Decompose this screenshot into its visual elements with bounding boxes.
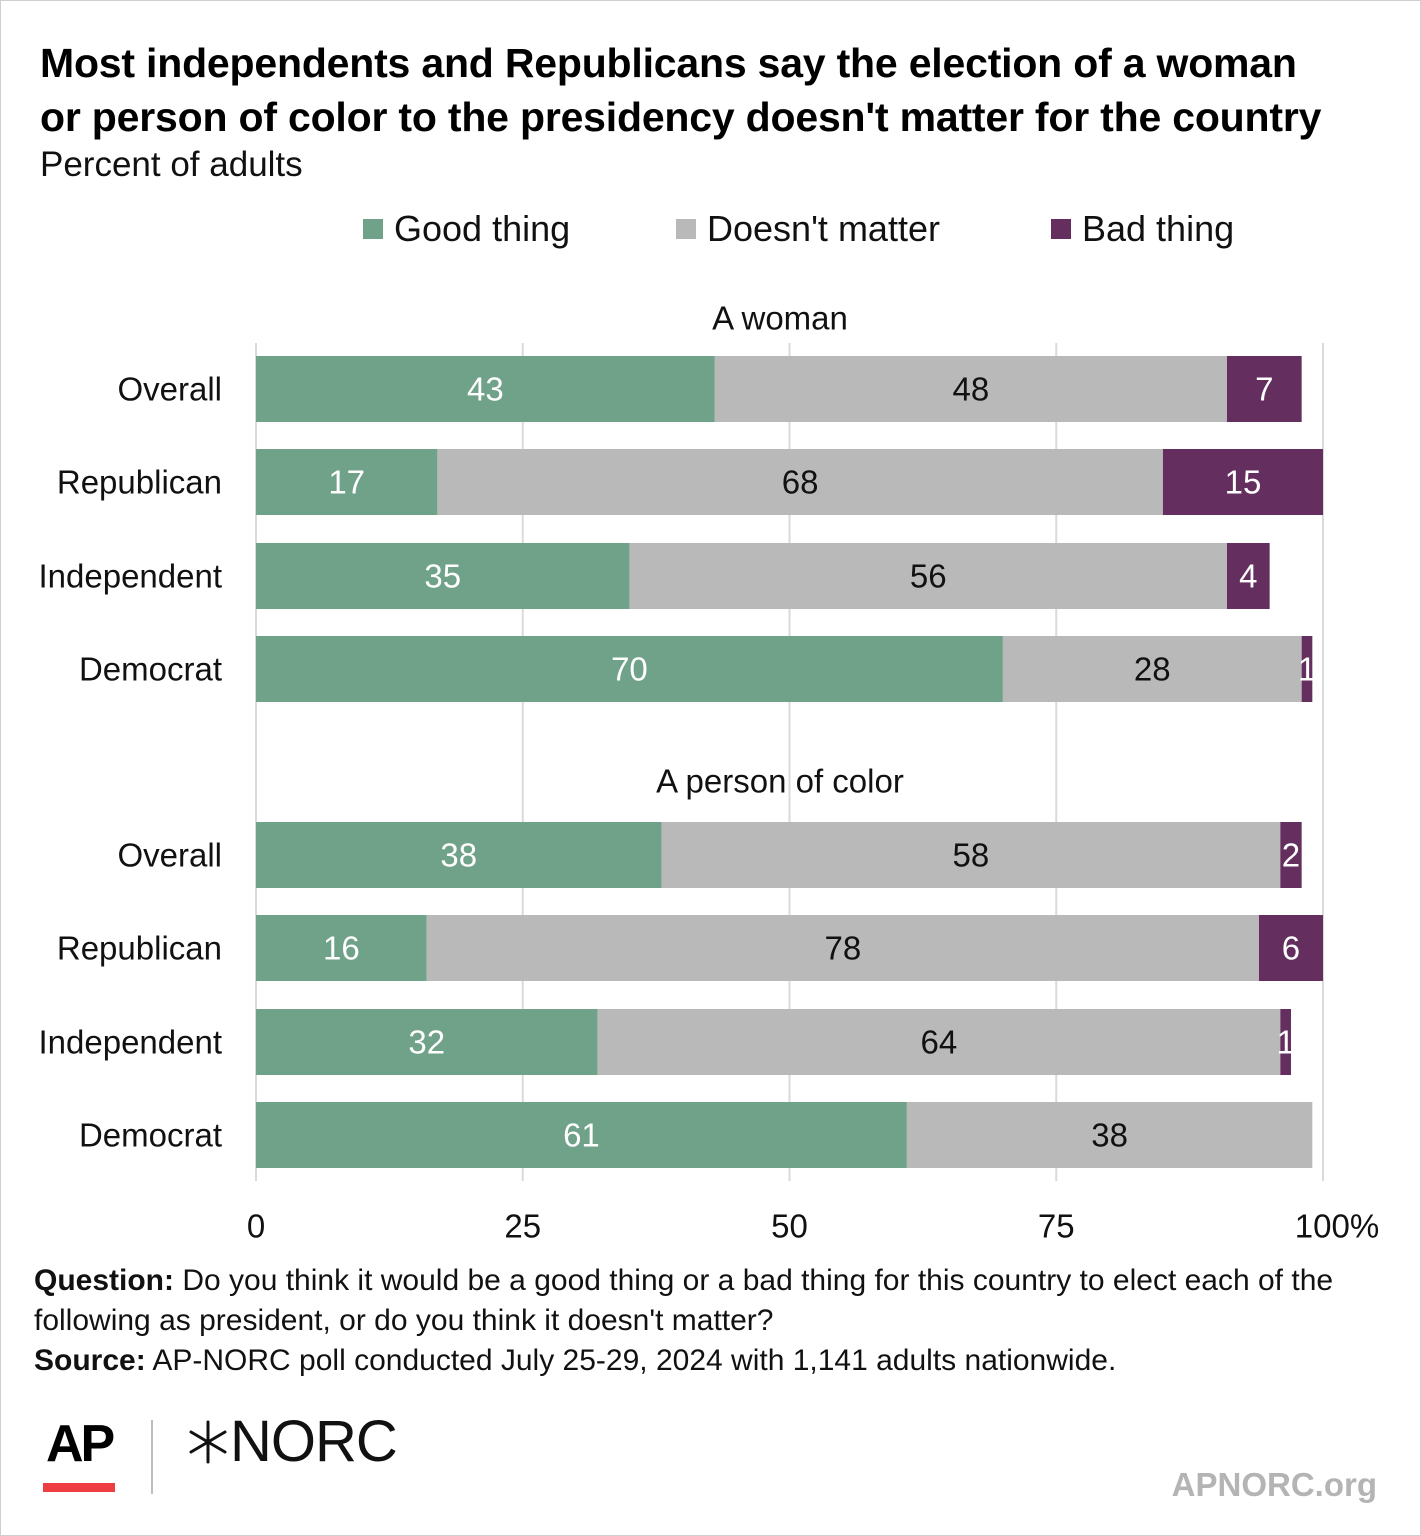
bar-value-1-2-2: 1	[1276, 1024, 1294, 1061]
bar-value-0-2-0: 35	[424, 558, 461, 595]
question-text: Do you think it would be a good thing or…	[34, 1264, 1334, 1337]
bar-value-1-1-1: 78	[824, 930, 861, 967]
bar-0-3-1	[1002, 636, 1302, 702]
source-text: AP-NORC poll conducted July 25-29, 2024 …	[145, 1344, 1117, 1377]
bar-0-1-2	[1162, 449, 1323, 515]
bar-value-0-3-0: 70	[611, 651, 648, 688]
chart-title-line-1: Most independents and Republicans say th…	[40, 40, 1297, 86]
chart-title: Most independents and Republicans say th…	[40, 36, 1410, 144]
chart-subtitle: Percent of adults	[40, 145, 303, 184]
source-note: Source: AP-NORC poll conducted July 25-2…	[34, 1341, 1404, 1381]
bar-0-0-2	[1226, 356, 1302, 422]
bar-1-2-0	[256, 1009, 598, 1075]
category-label-1-0: Overall	[117, 837, 222, 874]
logo-divider	[151, 1420, 153, 1494]
bar-value-1-3-0: 61	[563, 1117, 600, 1154]
category-label-1-2: Independent	[38, 1024, 222, 1061]
x-tick-label-4: 100%	[1295, 1208, 1379, 1245]
bar-0-3-0	[256, 636, 1003, 702]
norc-star-icon	[189, 1420, 227, 1463]
bar-value-0-1-1: 68	[782, 464, 819, 501]
norc-logo: NORC	[186, 1408, 398, 1475]
panel-title-1: A person of color	[656, 763, 904, 800]
bar-value-1-2-1: 64	[921, 1024, 958, 1061]
category-label-0-3: Democrat	[79, 651, 222, 688]
bar-1-0-2	[1280, 822, 1302, 888]
category-label-1-3: Democrat	[79, 1117, 222, 1154]
bar-value-1-0-1: 58	[953, 837, 990, 874]
bar-value-0-2-1: 56	[910, 558, 947, 595]
bar-1-1-0	[256, 915, 427, 981]
legend-swatch-bad	[1051, 219, 1071, 239]
bar-value-1-1-2: 6	[1282, 930, 1300, 967]
bar-1-2-2	[1280, 1009, 1291, 1075]
bar-value-0-3-1: 28	[1134, 651, 1171, 688]
bar-value-0-1-2: 15	[1225, 464, 1262, 501]
chart-title-line-2: or person of color to the presidency doe…	[40, 94, 1322, 140]
site-url: APNORC.org	[1171, 1466, 1377, 1503]
bar-0-1-0	[256, 449, 438, 515]
bar-1-3-1	[906, 1102, 1313, 1168]
source-label: Source:	[34, 1344, 146, 1377]
bar-0-2-2	[1226, 543, 1270, 609]
bar-0-1-1	[437, 449, 1163, 515]
bar-1-1-2	[1258, 915, 1323, 981]
legend-label-good: Good thing	[394, 208, 571, 249]
bar-1-2-1	[597, 1009, 1281, 1075]
legend-item-doesnt-matter: Doesn't matter	[676, 208, 940, 250]
bar-value-1-0-2: 2	[1282, 837, 1300, 874]
bar-value-1-0-0: 38	[440, 837, 477, 874]
question-note: Question: Do you think it would be a goo…	[34, 1261, 1404, 1341]
bar-value-0-0-1: 48	[953, 371, 990, 408]
bar-1-1-1	[426, 915, 1259, 981]
bar-value-0-1-0: 17	[328, 464, 365, 501]
bar-1-0-0	[256, 822, 662, 888]
legend: Good thing Doesn't matter Bad thing	[0, 208, 1421, 258]
x-tick-label-1: 25	[504, 1208, 541, 1245]
bar-value-0-0-0: 43	[467, 371, 504, 408]
bar-value-0-0-2: 7	[1255, 371, 1273, 408]
bar-0-0-0	[256, 356, 715, 422]
footer-notes: Question: Do you think it would be a goo…	[34, 1261, 1404, 1381]
bar-value-0-3-2: 1	[1298, 651, 1316, 688]
bar-0-2-0	[256, 543, 630, 609]
bar-value-1-1-0: 16	[323, 930, 360, 967]
x-tick-label-3: 75	[1038, 1208, 1075, 1245]
norc-logo-text: NORC	[230, 1409, 398, 1474]
category-label-0-2: Independent	[38, 558, 222, 595]
bar-value-1-3-1: 38	[1091, 1117, 1128, 1154]
x-tick-label-0: 0	[247, 1208, 265, 1245]
bar-0-3-2	[1301, 636, 1313, 702]
ap-logo-bar	[43, 1483, 115, 1492]
legend-label-bad: Bad thing	[1082, 208, 1235, 249]
x-tick-label-2: 50	[771, 1208, 808, 1245]
bar-1-3-0	[256, 1102, 907, 1168]
legend-item-good: Good thing	[363, 208, 570, 250]
question-label: Question:	[34, 1264, 174, 1297]
bar-1-0-1	[661, 822, 1281, 888]
panel-title-0: A woman	[712, 300, 848, 337]
bar-value-1-2-0: 32	[408, 1024, 445, 1061]
legend-swatch-good	[363, 219, 383, 239]
legend-label-doesnt-matter: Doesn't matter	[707, 208, 940, 249]
bar-0-0-1	[714, 356, 1227, 422]
category-label-1-1: Republican	[57, 930, 222, 967]
bar-value-0-2-2: 4	[1239, 558, 1257, 595]
category-label-0-1: Republican	[57, 464, 222, 501]
legend-item-bad: Bad thing	[1051, 208, 1234, 250]
bar-0-2-1	[629, 543, 1227, 609]
legend-swatch-doesnt-matter	[676, 219, 696, 239]
stacked-bar-chart: A woman Overall 43 48 7 Republican 17 68 15 Indep…	[38, 300, 1379, 1245]
ap-logo: AP	[46, 1415, 115, 1473]
category-label-0-0: Overall	[117, 371, 222, 408]
